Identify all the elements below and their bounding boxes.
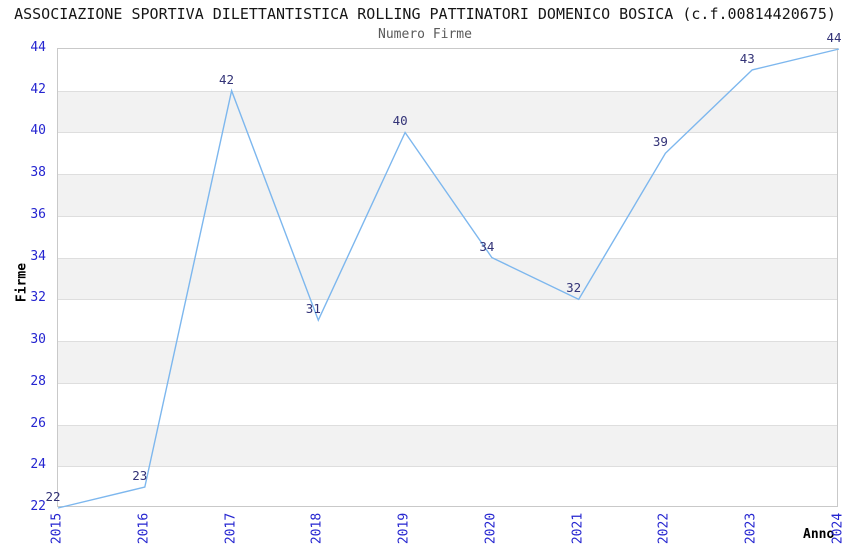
y-tick-label: 36 (30, 206, 46, 222)
y-tick-label: 44 (30, 40, 46, 55)
y-tick-label: 38 (30, 165, 46, 181)
x-tick-label: 2017 (223, 512, 239, 545)
data-point-label: 39 (652, 134, 668, 150)
data-point-label: 32 (566, 280, 582, 296)
chart-title: ASSOCIAZIONE SPORTIVA DILETTANTISTICA RO… (14, 5, 836, 23)
y-tick-label: 22 (30, 499, 46, 514)
x-tick-label: 2024 (830, 512, 846, 545)
y-gridline (58, 299, 837, 301)
data-point-label: 40 (392, 113, 408, 129)
y-gridline (58, 90, 837, 92)
series-line (57, 48, 840, 509)
x-tick-label: 2022 (656, 512, 672, 545)
data-point-label: 43 (739, 50, 755, 66)
x-tick-label: 2020 (483, 512, 499, 545)
y-tick-label: 28 (30, 373, 46, 389)
y-tick-label: 30 (30, 332, 46, 348)
data-point-label: 31 (305, 301, 321, 317)
y-tick-label: 40 (30, 123, 46, 139)
y-tick-label: 24 (30, 457, 46, 473)
grid-band (58, 424, 837, 467)
y-gridline (58, 382, 837, 384)
x-axis-label: Anno (803, 527, 835, 542)
line-series-svg (57, 48, 840, 509)
x-tick-label: 2021 (570, 512, 586, 545)
data-point-label: 22 (45, 489, 61, 504)
y-tick-label: 32 (30, 290, 46, 306)
data-point-label: 23 (132, 468, 148, 484)
x-tick-label: 2016 (136, 512, 152, 545)
data-point-label: 44 (826, 30, 842, 45)
y-tick-label: 34 (30, 248, 46, 264)
y-tick-label: 42 (30, 81, 46, 97)
y-gridline (58, 132, 837, 134)
grid-band (58, 341, 837, 383)
x-tick-label: 2018 (309, 512, 325, 545)
data-point-label: 34 (479, 238, 495, 254)
chart-subtitle: Numero Firme (378, 27, 472, 42)
x-tick-label: 2019 (396, 512, 412, 545)
data-point-label: 42 (219, 71, 235, 87)
plot-area (57, 48, 840, 509)
y-gridline (58, 215, 837, 217)
y-gridline (58, 174, 837, 176)
y-gridline (58, 341, 837, 343)
y-tick-label: 26 (30, 415, 46, 431)
x-tick-label: 2023 (743, 512, 759, 545)
grid-band (58, 174, 837, 216)
y-gridline (58, 257, 837, 259)
grid-band (58, 90, 837, 133)
y-gridline (58, 466, 837, 468)
y-gridline (58, 424, 837, 426)
x-tick-label: 2015 (49, 512, 65, 545)
